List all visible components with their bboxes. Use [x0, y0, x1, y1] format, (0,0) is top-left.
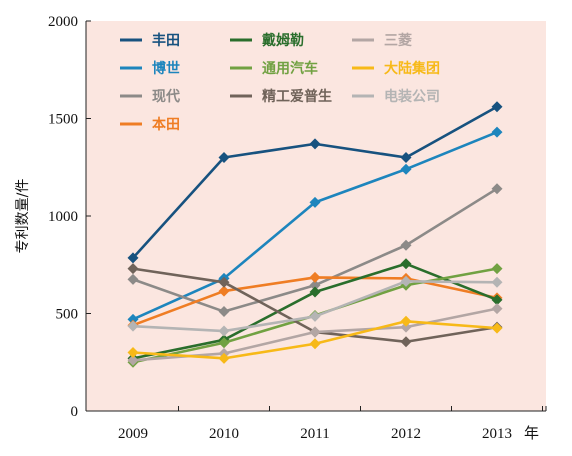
series-point — [400, 152, 412, 163]
legend-label: 戴姆勒 — [262, 32, 304, 49]
series-point — [400, 163, 412, 175]
x-tick-label: 2010 — [209, 426, 239, 442]
y-tick-label: 2000 — [48, 14, 78, 30]
series-point — [127, 252, 139, 264]
series-point — [400, 258, 412, 270]
y-axis-label: 专利数量/件 — [15, 179, 31, 254]
series-point — [400, 336, 412, 348]
series-point — [491, 294, 503, 306]
legend-label: 电装公司 — [384, 88, 440, 105]
x-tick-label: 2013 — [482, 426, 512, 442]
series-point — [491, 126, 503, 138]
legend-label: 本田 — [152, 116, 180, 133]
series-point — [491, 303, 503, 315]
y-tick-label: 0 — [71, 404, 79, 420]
series-point — [127, 354, 139, 366]
series-point — [127, 320, 139, 332]
legend-label: 三菱 — [384, 32, 412, 49]
legend-label: 丰田 — [152, 32, 180, 49]
y-axis-ticks: 0 500 1000 1500 2000 — [48, 14, 91, 420]
x-tick-label: 2009 — [118, 426, 148, 442]
series-point — [127, 313, 139, 325]
series-point — [309, 279, 321, 291]
series-point — [400, 239, 412, 251]
series-point — [218, 325, 230, 337]
series-point — [309, 286, 321, 298]
series-point — [400, 315, 412, 327]
series-point — [218, 285, 230, 297]
series-point — [309, 338, 321, 350]
y-tick-label: 500 — [56, 307, 79, 323]
y-tick-label: 1000 — [48, 209, 78, 225]
legend-label: 博世 — [152, 60, 180, 77]
series-point — [218, 306, 230, 318]
series-point — [218, 352, 230, 364]
series-point — [218, 276, 230, 288]
legend-label: 通用汽车 — [262, 60, 318, 77]
series-point — [309, 196, 321, 208]
legend-label: 现代 — [152, 88, 180, 105]
x-axis-ticks: 2009 2010 2011 2012 2013 — [118, 406, 547, 442]
legend-label: 大陆集团 — [384, 60, 440, 77]
plot-background — [86, 21, 546, 411]
series-point — [127, 273, 139, 285]
series-point — [400, 275, 412, 287]
series-point — [309, 310, 321, 322]
series-point — [491, 183, 503, 195]
series-point — [491, 322, 503, 334]
series-point — [491, 276, 503, 288]
x-axis-unit: 年 — [524, 424, 539, 442]
series-point — [491, 101, 503, 113]
series-group — [127, 101, 503, 368]
y-tick-label: 1500 — [48, 112, 78, 128]
series-point — [400, 321, 412, 333]
series-point — [309, 138, 321, 150]
series-point — [218, 337, 230, 349]
series-point — [309, 271, 321, 283]
x-tick-label: 2011 — [300, 426, 329, 442]
series-point — [309, 326, 321, 338]
legend-label: 精工爱普生 — [262, 88, 332, 105]
series-point — [218, 152, 230, 163]
series-point — [127, 263, 139, 275]
series-point — [491, 263, 503, 275]
series-point — [127, 347, 139, 358]
x-tick-label: 2012 — [391, 426, 421, 442]
